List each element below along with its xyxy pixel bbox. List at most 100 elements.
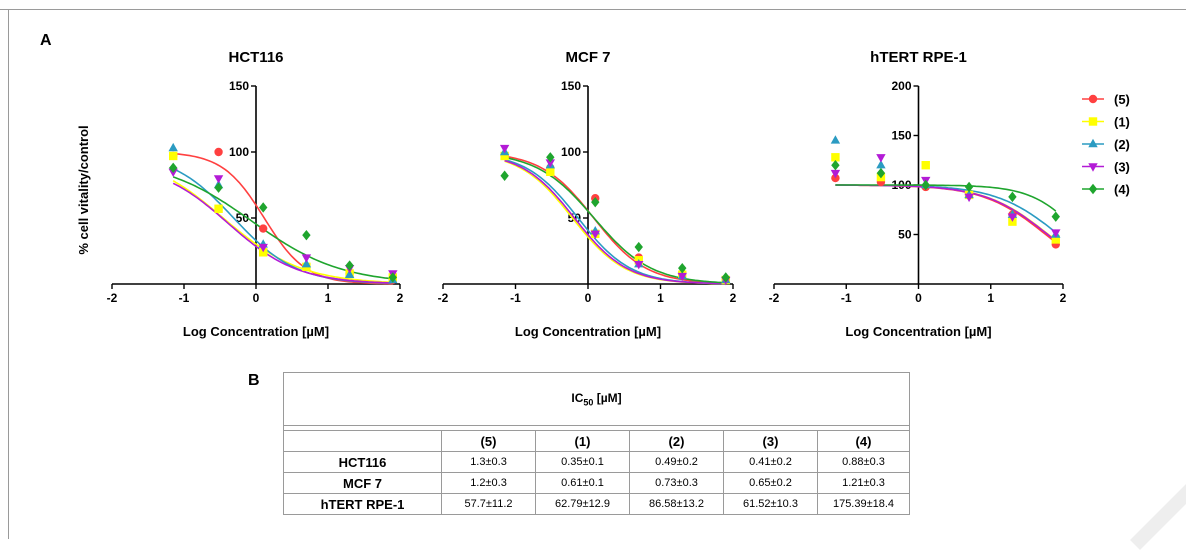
y-tick-label: 150 [561,79,581,93]
y-tick-label: 150 [229,79,249,93]
watermark-icon [1130,484,1186,550]
fit-curve-4 [172,176,393,280]
data-point-3 [964,193,974,203]
table-row: MCF 7 1.2±0.3 0.61±0.1 0.73±0.3 0.65±0.2… [283,472,910,494]
table-cell: 0.35±0.1 [535,451,630,473]
fit-curve-5 [173,152,393,285]
chart-title: hTERT RPE-1 [870,49,967,66]
table-cell: 1.21±0.3 [817,472,910,494]
fit-curve-3 [172,182,393,284]
fit-curve-5 [504,155,726,284]
table-cell: 175.39±18.4 [817,493,910,515]
figure-frame-top [0,9,1186,10]
data-point-2 [876,160,886,169]
table-cell: 0.49±0.2 [629,451,724,473]
x-tick-label: 1 [657,291,664,305]
fit-curve-1 [172,180,393,284]
y-axis-label: % cell vitality/control [76,125,91,254]
chart-title: HCT116 [228,49,283,66]
x-tick-label: 1 [987,291,994,305]
table-cell: 1.3±0.3 [441,451,536,473]
table-cell: 0.41±0.2 [723,451,818,473]
table-row-label: MCF 7 [283,472,442,494]
data-point-4 [591,196,600,208]
table-col-header: (5) [441,430,536,452]
table-row-label: HCT116 [283,451,442,473]
ic50-table: IC50 [µM] (5) (1) (2) (3) (4) HCT116 1.3… [283,372,910,515]
x-tick-label: 2 [397,291,404,305]
data-point-2 [168,142,178,152]
table-cell: 62.79±12.9 [535,493,630,515]
data-point-4 [388,272,397,283]
data-point-3 [634,261,644,270]
x-axis-label: Log Concentration [µM] [183,324,329,339]
table-cell: 0.65±0.2 [723,472,818,494]
table-row: HCT116 1.3±0.3 0.35±0.1 0.49±0.2 0.41±0.… [283,451,910,473]
x-axis-label: Log Concentration [µM] [515,324,661,339]
x-tick-label: 0 [585,291,592,305]
data-point-4 [831,160,840,171]
table-col-header: (4) [817,430,910,452]
table-row: hTERT RPE-1 57.7±11.2 62.79±12.9 86.58±1… [283,493,910,515]
y-tick-label: 150 [891,129,911,143]
data-point-2 [301,259,312,268]
legend-marker [1088,183,1098,195]
y-tick-label: 200 [891,79,911,93]
x-tick-label: 2 [730,291,737,305]
legend-label: (4) [1114,182,1130,197]
data-point-4 [634,241,643,253]
fit-curve-2 [172,167,393,284]
y-tick-label: 50 [898,228,912,242]
fit-curve-4 [835,184,1057,212]
panel-label-a: A [40,32,52,49]
legend-marker [1088,117,1098,126]
data-point-3 [1007,213,1018,222]
figure-frame-left [8,9,9,539]
legend-marker [1088,163,1098,172]
data-point-4 [169,162,178,174]
data-point-3 [1051,229,1061,238]
chart-title: MCF 7 [566,49,611,66]
x-tick-label: -2 [438,291,449,305]
x-tick-label: 2 [1060,291,1067,305]
y-tick-label: 100 [229,145,249,159]
legend-label: (1) [1114,115,1130,130]
data-point-4 [721,272,730,283]
legend-label: (5) [1114,92,1130,107]
data-point-1 [214,204,223,213]
data-point-3 [590,230,600,240]
legend-marker [1088,94,1098,104]
fit-curve-4 [504,156,726,284]
data-point-3 [301,254,312,263]
data-point-3 [830,169,841,179]
x-tick-label: 1 [325,291,332,305]
data-point-5 [214,147,223,157]
fit-curve-3 [504,159,726,285]
data-point-1 [259,248,268,257]
table-col-header: (1) [535,430,630,452]
x-axis-label: Log Concentration [µM] [845,324,991,339]
data-point-1 [921,161,930,170]
data-point-4 [500,170,509,181]
data-point-4 [1051,211,1060,222]
data-point-2 [344,269,355,278]
ic50-table-title: IC50 [µM] [283,372,910,426]
data-point-4 [214,182,223,193]
data-point-4 [345,260,354,271]
table-cell: 61.52±10.3 [723,493,818,515]
table-cell: 0.61±0.1 [535,472,630,494]
data-point-1 [546,167,555,176]
x-tick-label: -1 [841,291,852,305]
table-col-header: (2) [629,430,724,452]
legend-marker [1088,138,1098,148]
x-tick-label: 0 [915,291,922,305]
x-tick-label: -1 [179,291,190,305]
data-point-3 [499,144,510,154]
table-corner-cell [283,430,442,452]
data-point-4 [964,181,974,193]
fit-curve-2 [835,184,1057,234]
table-row-label: hTERT RPE-1 [283,493,442,515]
data-point-1 [831,153,840,162]
y-tick-label: 100 [561,145,581,159]
data-point-4 [678,262,687,274]
